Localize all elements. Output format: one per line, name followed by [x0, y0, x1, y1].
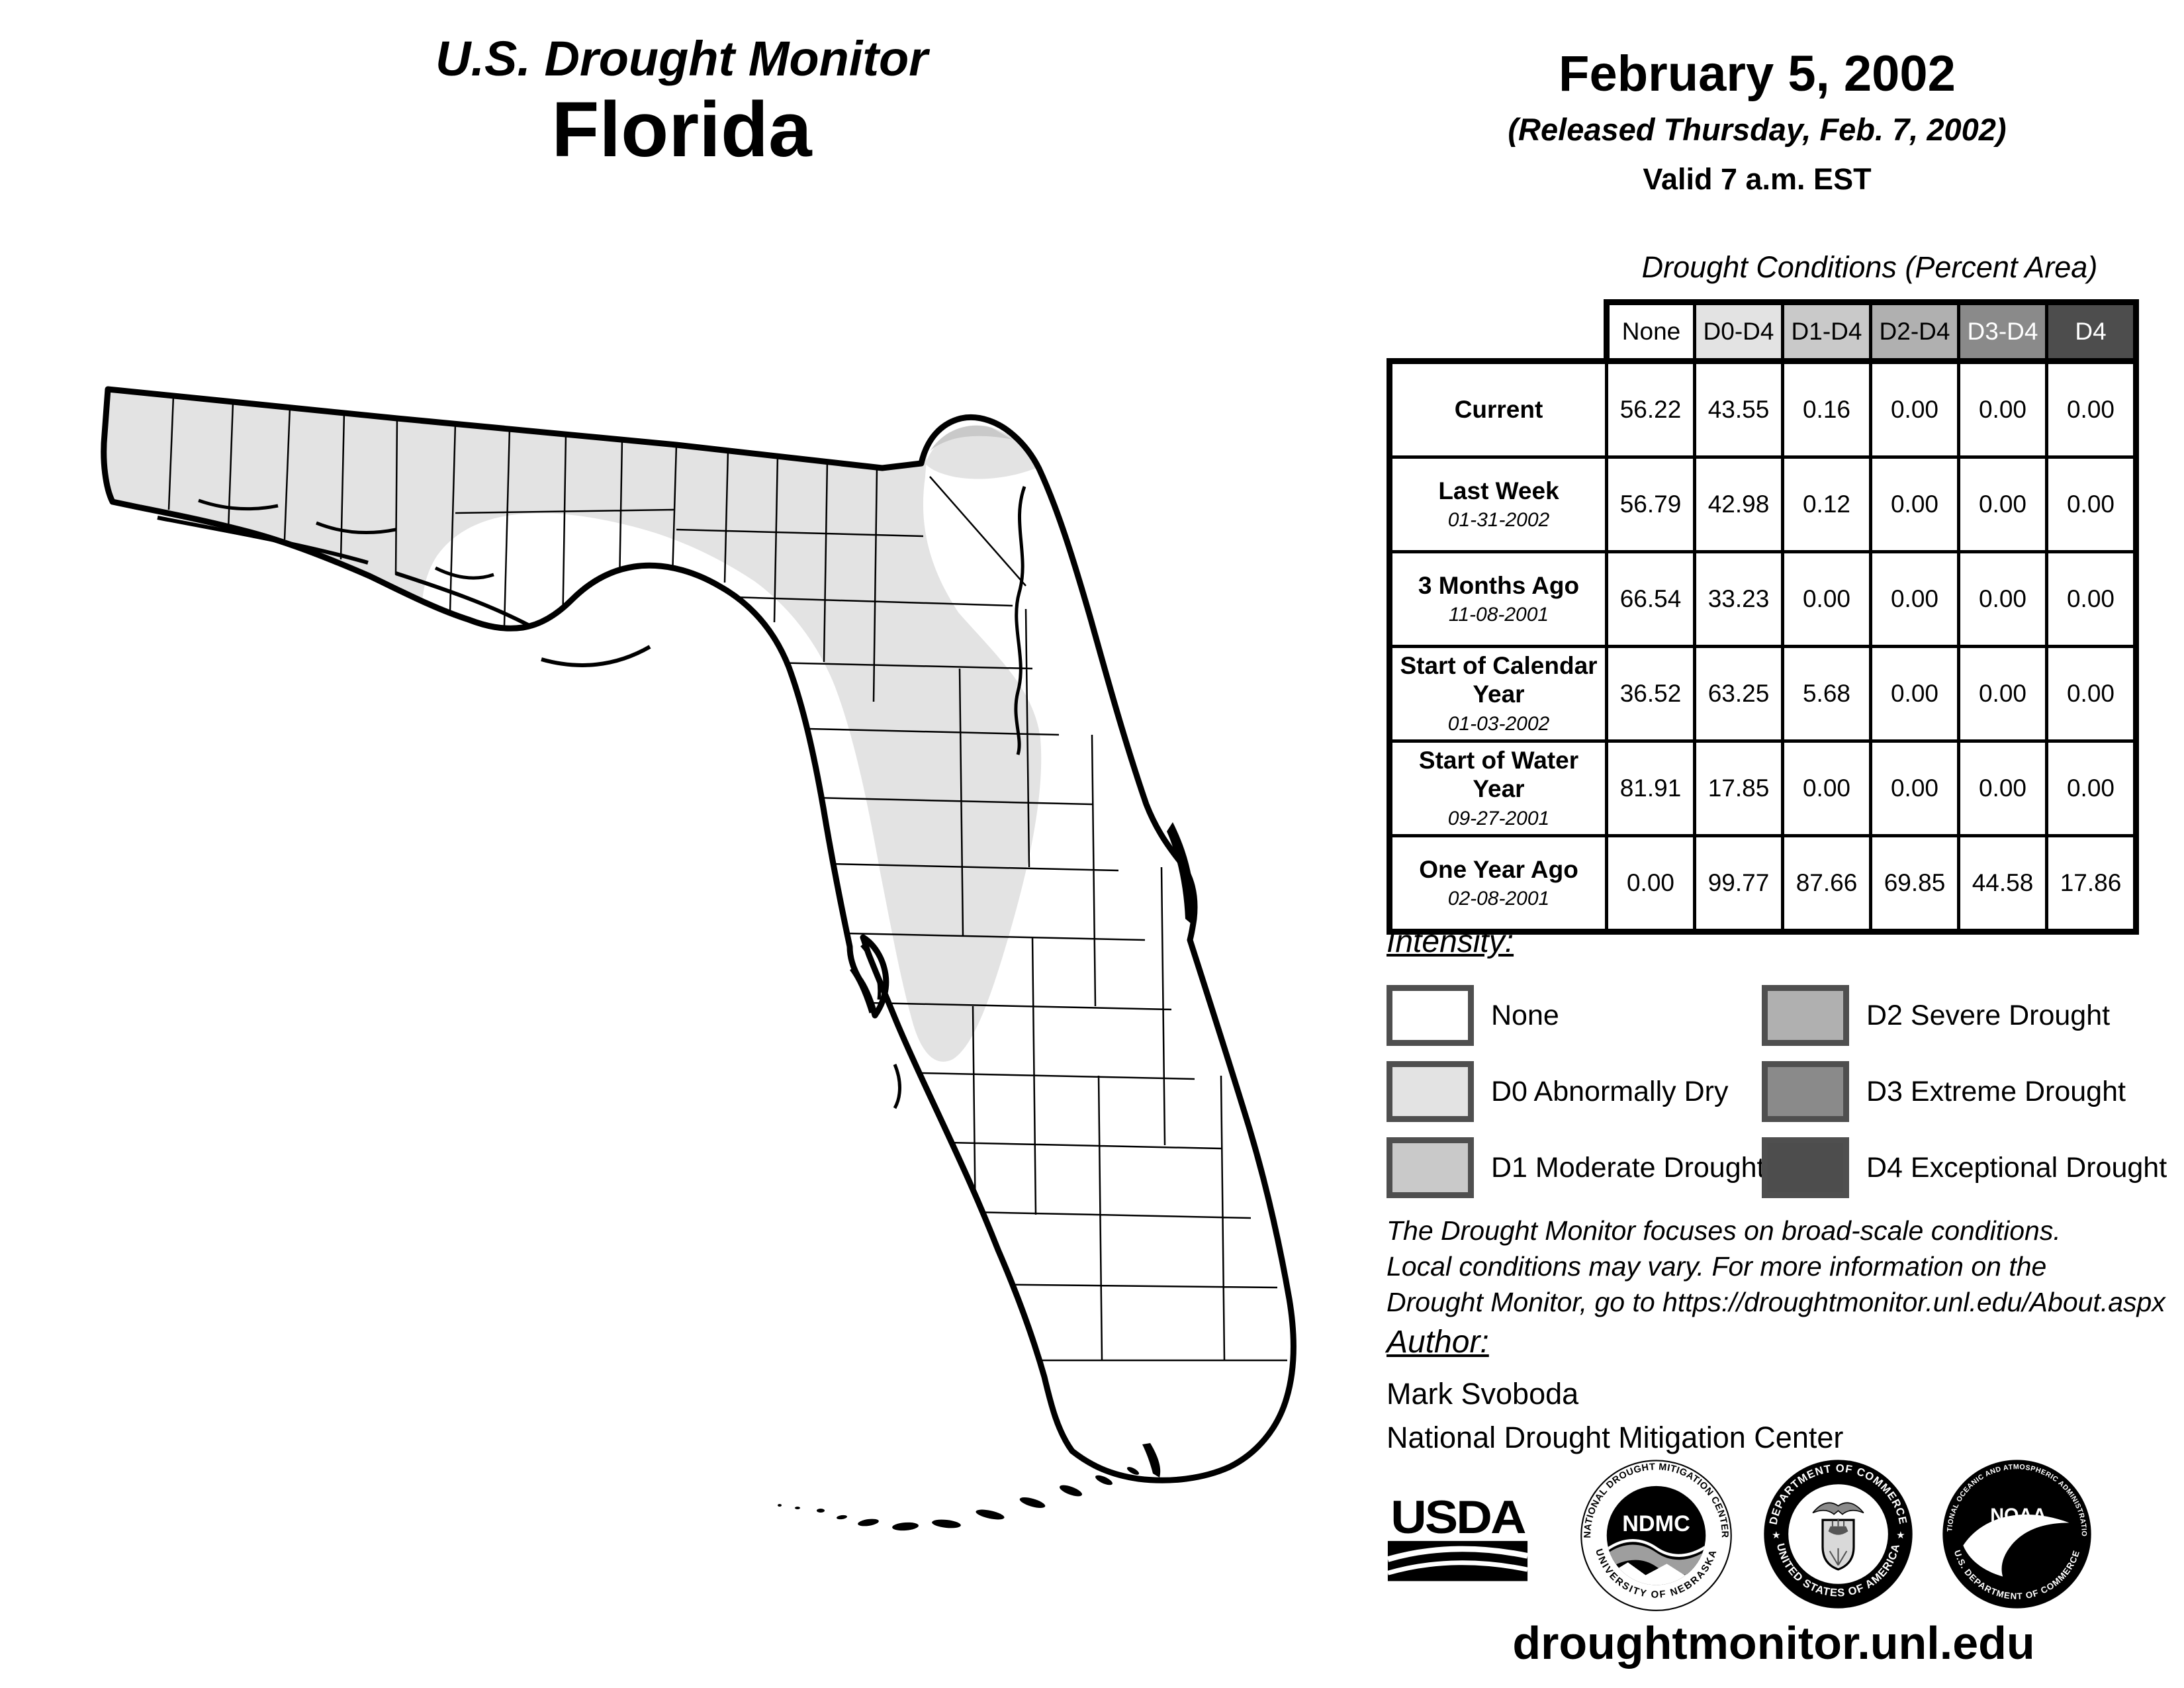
date-block: February 5, 2002 (Released Thursday, Feb…	[1423, 46, 2091, 197]
row-label-start-calendar-year: Start of Calendar Year 01-03-2002	[1387, 645, 1608, 743]
author-organization: National Drought Mitigation Center	[1387, 1421, 1844, 1454]
legend-swatch-d4	[1762, 1137, 1849, 1198]
row-label-current: Current	[1387, 358, 1608, 459]
valid-time: Valid 7 a.m. EST	[1643, 162, 1872, 196]
row-label-last-week: Last Week 01-31-2002	[1387, 455, 1608, 553]
col-header-d2d4: D2-D4	[1869, 299, 1960, 363]
row-label-one-year-ago: One Year Ago 02-08-2001	[1387, 834, 1608, 935]
release-date: (Released Thursday, Feb. 7, 2002)	[1508, 111, 2007, 147]
drought-conditions-table: None D0-D4 D1-D4 D2-D4 D3-D4 D4 Current …	[1387, 299, 2139, 935]
cape-canaveral-barrier	[1167, 822, 1195, 925]
row-label-start-water-year: Start of Water Year 09-27-2001	[1387, 739, 1608, 837]
doc-star-left: ★	[1772, 1530, 1780, 1541]
county-boundaries	[167, 395, 1287, 1362]
florida-keys	[778, 1443, 1161, 1531]
noaa-center-text: NOAA	[1990, 1505, 2046, 1526]
col-header-d4: D4	[2045, 299, 2139, 363]
legend-item-d2: D2 Severe Drought	[1762, 985, 2110, 1046]
ndmc-logo: NATIONAL DROUGHT MITIGATION CENTER UNIVE…	[1580, 1460, 1732, 1611]
intensity-heading: Intensity:	[1387, 924, 1514, 959]
table-row: One Year Ago 02-08-2001 0.00 99.77 87.66…	[1387, 834, 2139, 935]
legend-swatch-d1	[1387, 1137, 1474, 1198]
florida-drought-map	[93, 357, 1390, 1531]
legend-swatch-d3	[1762, 1061, 1849, 1122]
page-title: U.S. Drought Monitor	[435, 31, 928, 86]
legend-swatch-d0	[1387, 1061, 1474, 1122]
noaa-seagull-swoosh	[1963, 1514, 2070, 1577]
table-header-row: None D0-D4 D1-D4 D2-D4 D3-D4 D4	[1389, 299, 2139, 363]
legend-swatch-none	[1387, 985, 1474, 1046]
d0-drought-region	[103, 389, 1042, 1062]
usda-logo: USDA	[1387, 1491, 1528, 1581]
col-header-d0d4: D0-D4	[1693, 299, 1784, 363]
table-blank-cell	[1389, 302, 1607, 361]
legend-item-none: None	[1387, 985, 1559, 1046]
legend-item-d3: D3 Extreme Drought	[1762, 1061, 2126, 1122]
noaa-logo: NATIONAL OCEANIC AND ATMOSPHERIC ADMINIS…	[1939, 1456, 2091, 1609]
legend-swatch-d2	[1762, 985, 1849, 1046]
author-name: Mark Svoboda	[1387, 1377, 1579, 1411]
legend-item-d4: D4 Exceptional Drought	[1762, 1137, 2167, 1198]
doc-star-right: ★	[1896, 1530, 1905, 1541]
department-of-commerce-seal: DEPARTMENT OF COMMERCE UNITED STATES OF …	[1764, 1460, 1913, 1609]
legend-item-d0: D0 Abnormally Dry	[1387, 1061, 1728, 1122]
table-row: 3 Months Ago 11-08-2001 66.54 33.23 0.00…	[1387, 550, 2139, 648]
region-title: Florida	[551, 86, 812, 174]
map-date: February 5, 2002	[1559, 46, 1956, 102]
table-row: Last Week 01-31-2002 56.79 42.98 0.12 0.…	[1387, 455, 2139, 553]
col-header-d1d4: D1-D4	[1781, 299, 1872, 363]
coastal-bays	[157, 498, 901, 1109]
table-caption: Drought Conditions (Percent Area)	[1641, 250, 2098, 284]
state-base	[103, 389, 1294, 1481]
website-url: droughtmonitor.unl.edu	[1512, 1617, 2035, 1669]
author-heading: Author:	[1387, 1325, 1489, 1360]
d1-northeast-sliver	[930, 425, 1013, 451]
ndmc-center-text: NDMC	[1622, 1511, 1690, 1536]
table-row: Start of Calendar Year 01-03-2002 36.52 …	[1387, 645, 2139, 743]
col-header-none: None	[1604, 299, 1696, 363]
disclaimer-text: The Drought Monitor focuses on broad-sca…	[1387, 1215, 2165, 1318]
row-label-3-months-ago: 3 Months Ago 11-08-2001	[1387, 550, 1608, 648]
title-block: U.S. Drought Monitor Florida	[285, 32, 1079, 175]
doc-eagle-and-shield	[1812, 1502, 1864, 1571]
st-johns-river	[1014, 486, 1026, 755]
table-row: Start of Water Year 09-27-2001 81.91 17.…	[1387, 739, 2139, 837]
col-header-d3d4: D3-D4	[1957, 299, 2048, 363]
legend-item-d1: D1 Moderate Drought	[1387, 1137, 1765, 1198]
usda-logo-text: USDA	[1390, 1491, 1525, 1544]
table-row: Current 56.22 43.55 0.16 0.00 0.00 0.00	[1387, 358, 2139, 459]
